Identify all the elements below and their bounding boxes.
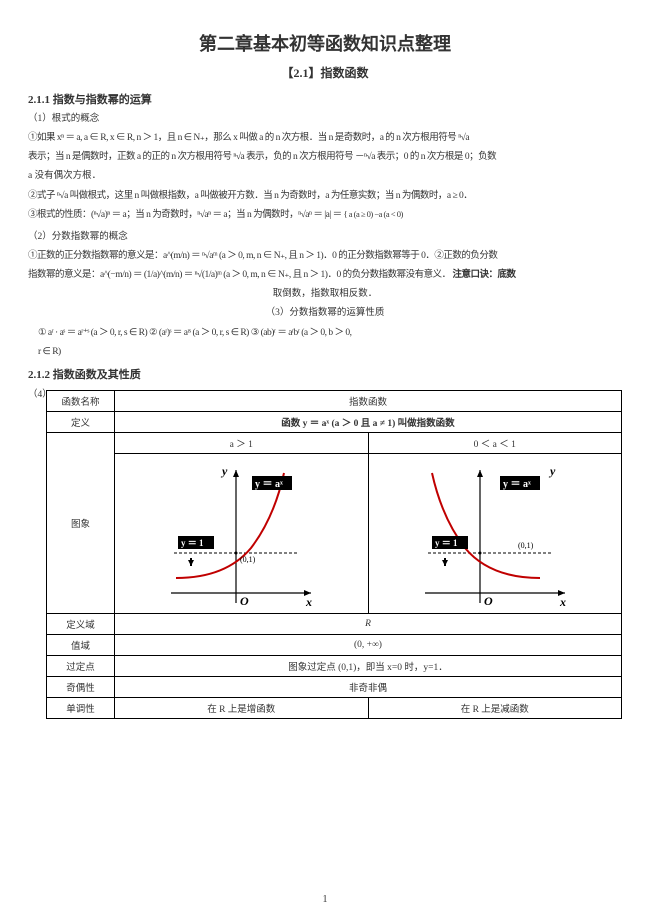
concept-3-label: （3）分数指数幂的运算性质 xyxy=(28,305,622,321)
row-mono-label: 单调性 xyxy=(47,697,115,718)
row-fixed-label: 过定点 xyxy=(47,655,115,676)
row-graph-label: 图象 xyxy=(47,432,115,613)
para-3a: ②式子 ⁿ√a 叫做根式，这里 n 叫做根指数，a 叫做被开方数．当 n 为奇数… xyxy=(28,188,622,204)
header-title: 指数函数 xyxy=(115,390,622,411)
row-range-label: 值域 xyxy=(47,634,115,655)
fn-label: y ＝ aˣ xyxy=(503,479,531,490)
axis-x-label: x xyxy=(559,595,566,608)
graph-increasing-cell: y x O y ＝ aˣ y ＝ 1 (0,1) xyxy=(115,453,369,613)
header-name: 函数名称 xyxy=(47,390,115,411)
row-def-val: 函数 y ＝ aˣ (a ＞ 0 且 a ≠ 1) 叫做指数函数 xyxy=(115,411,622,432)
para-1: ①如果 xⁿ ＝ a, a ∈ R, x ∈ R, n ＞ 1，且 n ∈ N₊… xyxy=(28,130,622,146)
para-6: 取倒数，指数取相反数． xyxy=(28,286,622,302)
axis-y-label: y xyxy=(220,464,228,478)
row-range-val: (0, +∞) xyxy=(115,634,622,655)
para-1-text: ①如果 xⁿ ＝ a, a ∈ R, x ∈ R, n ＞ 1，且 n ∈ N₊… xyxy=(28,133,456,143)
para-2b: a 没有偶次方根． xyxy=(28,168,622,184)
fn-label: y ＝ aˣ xyxy=(255,479,283,490)
table-row: 函数名称 指数函数 xyxy=(47,390,622,411)
row-parity-label: 奇偶性 xyxy=(47,676,115,697)
table-row: 图象 a ＞ 1 0 ＜ a ＜ 1 xyxy=(47,432,622,453)
page-title: 第二章基本初等函数知识点整理 xyxy=(28,30,622,56)
concept-1-label: （1）根式的概念 xyxy=(28,111,622,127)
graph-decreasing-cell: y x O y ＝ aˣ y ＝ 1 (0,1) xyxy=(368,453,622,613)
para-7b: r ∈ R) xyxy=(28,344,622,360)
concept-2-label: （2）分数指数幂的概念 xyxy=(28,229,622,245)
section-2-1-2: 2.1.2 指数函数及其性质 xyxy=(28,366,622,382)
graph-increasing: y x O y ＝ aˣ y ＝ 1 (0,1) xyxy=(156,458,326,608)
para-4: ①正数的正分数指数幂的意义是：a^(m/n) ＝ ⁿ√aᵐ (a ＞ 0, m,… xyxy=(28,248,622,264)
row-domain-label: 定义域 xyxy=(47,613,115,634)
table-row: 过定点 图象过定点 (0,1)，即当 x=0 时，y=1． xyxy=(47,655,622,676)
row-mono-inc: 在 R 上是增函数 xyxy=(115,697,369,718)
section-2-1-1: 2.1.1 指数与指数幂的运算 xyxy=(28,91,622,107)
row-fixed-val: 图象过定点 (0,1)，即当 x=0 时，y=1． xyxy=(115,655,622,676)
table-row: 值域 (0, +∞) xyxy=(47,634,622,655)
para-3b: ③根式的性质：(ⁿ√a)ⁿ ＝ a；当 n 为奇数时，ⁿ√aⁿ ＝ a；当 n … xyxy=(28,207,622,223)
para-1-tail: ⁿ√a xyxy=(458,133,469,143)
properties-table: 函数名称 指数函数 定义 函数 y ＝ aˣ (a ＞ 0 且 a ≠ 1) 叫… xyxy=(46,390,622,719)
table-row: 定义 函数 y ＝ aˣ (a ＞ 0 且 a ≠ 1) 叫做指数函数 xyxy=(47,411,622,432)
para-7: ① aʳ · aˢ ＝ aʳ⁺ˢ (a ＞ 0, r, s ∈ R) ② (aʳ… xyxy=(28,325,622,341)
pt-label: (0,1) xyxy=(240,555,256,564)
graph-decreasing: y x O y ＝ aˣ y ＝ 1 (0,1) xyxy=(410,458,580,608)
table-row: 定义域 R xyxy=(47,613,622,634)
col-a-gt1: a ＞ 1 xyxy=(115,432,369,453)
y1-label: y ＝ 1 xyxy=(435,538,458,548)
row-def-label: 定义 xyxy=(47,411,115,432)
row-parity-val: 非奇非偶 xyxy=(115,676,622,697)
para-5: 指数幂的意义是：a^(−m/n) ＝ (1/a)^(m/n) ＝ ⁿ√(1/a)… xyxy=(28,267,622,283)
y1-label: y ＝ 1 xyxy=(181,538,204,548)
table-row: y x O y ＝ aˣ y ＝ 1 (0,1) xyxy=(47,453,622,613)
para-5-text: 指数幂的意义是：a^(−m/n) ＝ (1/a)^(m/n) ＝ ⁿ√(1/a)… xyxy=(28,270,451,280)
axis-x-label: x xyxy=(305,595,312,608)
para-3c-brace: { a (a ≥ 0) −a (a < 0) xyxy=(344,209,403,219)
row-mono-dec: 在 R 上是减函数 xyxy=(368,697,622,718)
page-number: 1 xyxy=(0,894,650,905)
col-a-lt1: 0 ＜ a ＜ 1 xyxy=(368,432,622,453)
para-3b-text: ③根式的性质：(ⁿ√a)ⁿ ＝ a；当 n 为奇数时，ⁿ√aⁿ ＝ a；当 n … xyxy=(28,210,342,220)
para-2a: 表示；当 n 是偶数时，正数 a 的正的 n 次方根用符号 ⁿ√a 表示，负的 … xyxy=(28,149,622,165)
axis-y-label: y xyxy=(548,464,556,478)
para-5-note: 注意口诀：底数 xyxy=(452,270,515,280)
origin-label: O xyxy=(240,594,249,608)
page-subtitle: 【2.1】指数函数 xyxy=(28,64,622,81)
table-row: 奇偶性 非奇非偶 xyxy=(47,676,622,697)
row-domain-val: R xyxy=(115,613,622,634)
pt-label: (0,1) xyxy=(518,541,534,550)
table-row: 单调性 在 R 上是增函数 在 R 上是减函数 xyxy=(47,697,622,718)
concept-4-label: （4） xyxy=(28,386,46,719)
origin-label: O xyxy=(484,594,493,608)
